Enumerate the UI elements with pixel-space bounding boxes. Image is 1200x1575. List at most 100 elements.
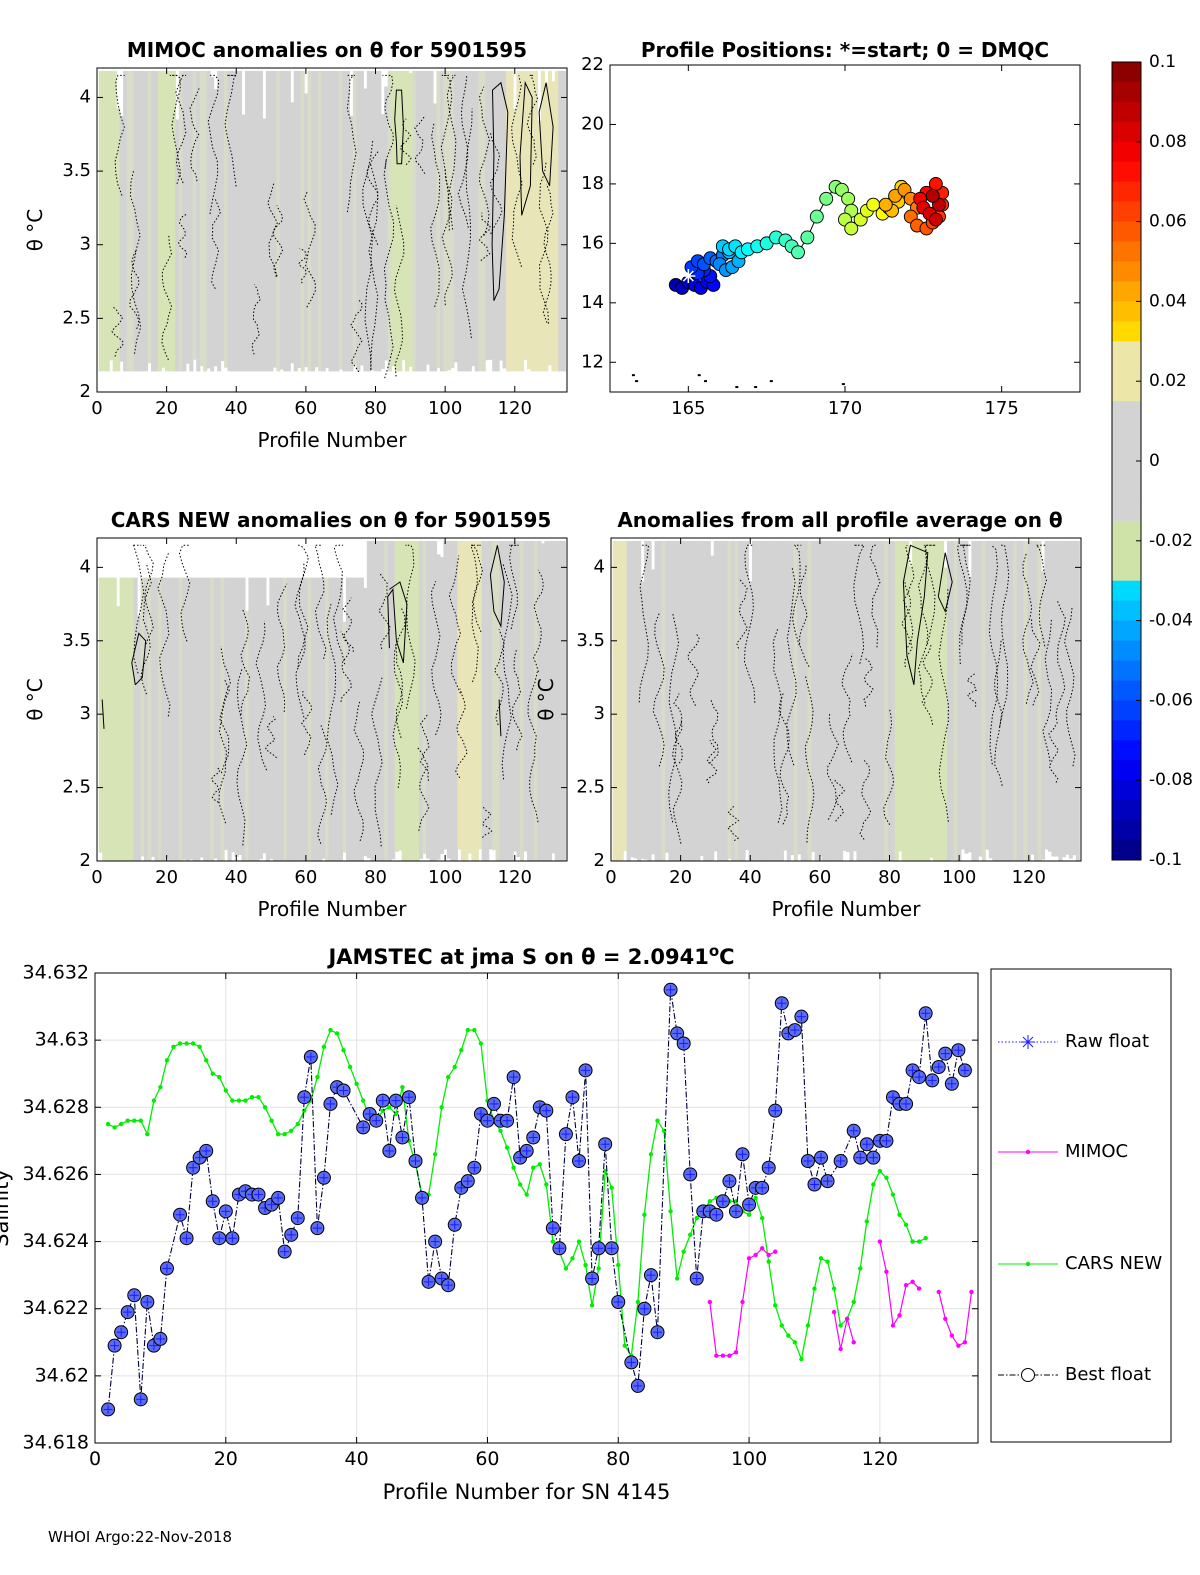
cars-anom-cell: [244, 610, 250, 861]
mimoc-anom-ytick-label: 3: [80, 234, 91, 255]
cars-anom-ytick-label: 3.5: [62, 630, 91, 651]
cars-anom-cell: [460, 540, 465, 861]
mimoc-anom-cell: [502, 70, 507, 369]
cars-new-point: [871, 1182, 876, 1187]
cars-new-point: [923, 1236, 928, 1241]
mimoc-anom-contour-solid: [491, 81, 509, 301]
positions-ytick-label: 18: [581, 173, 604, 194]
avg-anom-cell: [1013, 540, 1018, 861]
mimoc-anom-cell: [116, 108, 121, 372]
cars-anom-cell: [387, 540, 392, 861]
avg-anom-contour-dotted: [687, 633, 700, 706]
mimoc-anom-contour-dotted: [366, 151, 379, 246]
cars-anom-cell: [419, 540, 424, 859]
mimoc-anom-cell: [453, 70, 458, 363]
colorbar-band: [1112, 560, 1141, 582]
cars-anom-contour-dotted: [511, 648, 523, 751]
mimoc-anom-cell: [325, 70, 330, 368]
colorbar-band: [1112, 421, 1141, 442]
avg-anom-cell: [779, 540, 784, 861]
cars-new-point: [138, 1118, 143, 1123]
colorbar-band: [1112, 500, 1141, 522]
avg-anom-axes: 0 20 40 60 80 100 120 2 2.5 3 3.5 4: [576, 537, 1082, 888]
avg-anom-contour-dotted: [743, 544, 756, 703]
cars-anom-cell: [485, 540, 490, 861]
cars-anom-cell: [391, 540, 396, 860]
cars-anom-cell: [314, 577, 319, 861]
cars-new-point: [230, 1098, 235, 1103]
avg-anom-cell: [752, 540, 757, 861]
colorbar-band: [1112, 480, 1141, 502]
avg-anom-cell: [898, 540, 903, 852]
mimoc-anom-cell: [523, 70, 528, 361]
avg-anom-cell: [685, 540, 690, 861]
mimoc-anom-cell: [352, 70, 357, 366]
mimoc-anom-cell: [304, 93, 309, 368]
cars-anom-cell: [345, 577, 351, 861]
mimoc-anom-cell: [478, 70, 483, 372]
mimoc-anom-xtick-label: 0: [91, 398, 102, 419]
mimoc-point: [733, 1350, 739, 1355]
mimoc-point: [969, 1289, 974, 1295]
jamstec-xtick-label: 100: [731, 1448, 767, 1470]
avg-anom-contour-dotted: [668, 612, 680, 823]
cars-new-point: [773, 1303, 778, 1308]
cars-new-point: [432, 1152, 438, 1157]
cars-anom-cell: [140, 577, 145, 857]
cars-anom-cell: [366, 540, 371, 859]
avg-anom-cell: [943, 567, 948, 861]
avg-anom-cell: [703, 540, 708, 861]
avg-anom-cell: [957, 540, 962, 861]
cars-new-point: [642, 1212, 647, 1217]
cars-anom-cell: [279, 577, 284, 861]
cars-anom-cell: [342, 621, 347, 853]
cars-anom-contour-dotted: [405, 544, 416, 709]
avg-anom-cell: [811, 540, 816, 852]
cars-new-point: [132, 1118, 137, 1123]
cars-new-point: [269, 1118, 274, 1123]
cars-anom-cell: [171, 577, 176, 861]
mimoc-anom-cell: [112, 70, 117, 372]
mimoc-anom-cell: [464, 70, 469, 372]
mimoc-point: [838, 1346, 843, 1352]
jamstec-title: JAMSTEC at jma S on θ = 2.0941oC: [326, 942, 734, 969]
avg-anom-contour-dotted: [1030, 618, 1041, 706]
avg-anom-xtick-label: 80: [878, 867, 901, 888]
jamstec-ytick-label: 34.622: [23, 1297, 89, 1319]
cars-anom-cell: [523, 540, 528, 852]
mimoc-anom-cell: [513, 109, 518, 372]
avg-anom-contours: [638, 544, 1076, 844]
cars-anom-cell: [144, 577, 149, 861]
avg-anom-cell: [877, 540, 882, 861]
colorbar-band: [1112, 62, 1141, 83]
mimoc-anom-ytick-label: 2: [80, 381, 91, 402]
avg-anom-cell: [630, 540, 635, 858]
avg-anom-cell: [1006, 540, 1011, 861]
avg-anom-cell: [772, 540, 777, 861]
avg-anom-cell: [1037, 540, 1042, 861]
avg-anom-cell: [658, 540, 663, 861]
mimoc-anom-cell: [391, 70, 396, 367]
mimoc-anom-cell: [231, 70, 236, 372]
avg-anom-cell: [915, 540, 920, 861]
avg-anom-cell: [654, 540, 659, 861]
cars-new-point: [531, 1165, 536, 1170]
mimoc-anom-cell: [394, 70, 399, 372]
avg-anom-cell: [863, 540, 868, 861]
mimoc-anom-cell: [419, 70, 424, 372]
mimoc-point: [727, 1353, 732, 1358]
cars-anom-contour-dotted: [157, 552, 171, 717]
colorbar-band: [1112, 141, 1141, 163]
mimoc-anom-cell: [370, 70, 375, 371]
cars-anom-contour-solid: [387, 581, 408, 663]
avg-anom-cell: [988, 540, 993, 859]
cars-anom-cell: [238, 577, 243, 855]
jamstec-xtick-label: 60: [475, 1448, 499, 1470]
avg-anom-cell: [960, 540, 965, 850]
cars-new-point: [459, 1048, 464, 1053]
cars-anom-cell: [551, 540, 556, 854]
mimoc-anom-axes: 0 20 40 60 80 100 120 2 2.5 3 3.5 4: [62, 67, 568, 419]
mimoc-anom-contour-dotted: [399, 118, 412, 166]
cars-anom-cell: [321, 577, 326, 859]
positions-ytick-label: 20: [581, 113, 604, 134]
